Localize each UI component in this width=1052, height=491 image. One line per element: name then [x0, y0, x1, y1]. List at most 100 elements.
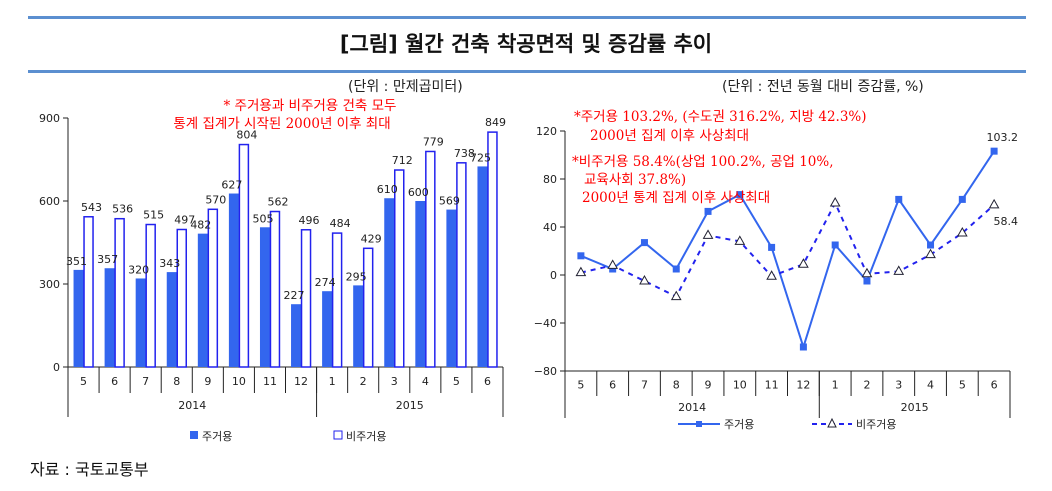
end-label-residential: 103.2	[987, 131, 1019, 144]
bar-residential	[73, 269, 84, 367]
y-tick-label: 600	[39, 195, 60, 208]
bar-residential	[259, 227, 270, 367]
y-tick-label: 0	[53, 361, 60, 374]
x-tick-label: 12	[796, 379, 810, 392]
x-tick-label: 5	[453, 375, 460, 388]
data-label-residential: 482	[190, 219, 211, 232]
data-label-nonresidential: 570	[205, 193, 226, 206]
bar-nonresidential	[145, 223, 156, 368]
data-label-residential: 725	[470, 151, 491, 164]
data-label-nonresidential: 497	[174, 213, 195, 226]
y-tick-label: 0	[550, 269, 557, 282]
y-tick-label: 40	[543, 221, 557, 234]
data-label-nonresidential: 712	[392, 154, 413, 167]
marker-residential	[640, 239, 648, 247]
left-unit-label: (단위 : 만제곱미터)	[348, 79, 463, 95]
marker-residential	[609, 265, 617, 273]
marker-nonresidential	[988, 198, 1000, 209]
data-label-residential: 357	[97, 253, 118, 266]
x-tick-label: 6	[484, 375, 491, 388]
bar-residential	[291, 304, 302, 367]
bar-residential	[384, 198, 395, 367]
bar-residential	[415, 201, 426, 367]
marker-nonresidential	[607, 259, 619, 269]
data-label-nonresidential: 536	[112, 203, 133, 216]
marker-residential	[736, 191, 744, 199]
x-tick-label: 9	[705, 379, 712, 392]
marker-nonresidential	[639, 274, 650, 285]
x-tick-label: 5	[959, 379, 966, 392]
data-label-nonresidential: 849	[485, 116, 506, 129]
x-tick-label: 6	[609, 379, 616, 392]
year-label: 2015	[901, 401, 929, 414]
x-tick-label: 11	[263, 375, 277, 388]
data-label-residential: 343	[159, 257, 180, 270]
bar-nonresidential	[83, 216, 94, 368]
data-label-nonresidential: 543	[81, 201, 102, 214]
marker-nonresidential	[829, 196, 841, 207]
data-label-residential: 274	[315, 276, 336, 289]
bar-nonresidential	[300, 229, 312, 368]
end-label-nonresidential: 58.4	[994, 215, 1019, 228]
marker-nonresidential	[734, 235, 746, 245]
marker-nonresidential	[798, 258, 809, 268]
x-tick-label: 2	[863, 379, 870, 392]
marker-nonresidential	[766, 270, 777, 280]
bar-nonresidential	[176, 228, 187, 368]
bar-residential	[166, 272, 177, 367]
legend-nonresidential-swatch	[333, 430, 343, 440]
x-tick-label: 1	[329, 375, 336, 388]
marker-nonresidential	[956, 226, 968, 237]
annotation: *비주거용 58.4%(상업 100.2%, 공업 10%,	[572, 154, 834, 170]
x-tick-label: 12	[294, 375, 308, 388]
annotation: 통계 집계가 시작된 2000년 이후 최대	[173, 116, 390, 132]
data-label-nonresidential: 496	[299, 214, 320, 227]
marker-residential	[577, 252, 585, 260]
x-tick-label: 7	[641, 379, 648, 392]
legend-residential: 주거용	[724, 418, 754, 431]
line-nonresidential	[580, 200, 995, 298]
marker-nonresidential	[670, 290, 682, 301]
data-label-nonresidential: 779	[423, 135, 444, 148]
top-rule	[28, 16, 1026, 19]
data-label-residential: 351	[66, 255, 87, 268]
x-tick-label: 10	[232, 375, 246, 388]
marker-residential	[768, 243, 776, 251]
data-label-residential: 627	[221, 179, 242, 192]
annotation: *주거용 103.2%, (수도권 316.2%, 지방 42.3%)	[574, 109, 867, 125]
marker-residential	[927, 241, 935, 249]
data-label-nonresidential: 738	[454, 147, 475, 160]
year-label: 2014	[678, 401, 706, 414]
legend-nonresidential-marker	[827, 417, 837, 428]
line-residential	[580, 150, 995, 351]
source-note: 자료 : 국토교통부	[30, 460, 149, 479]
figure-title: [그림] 월간 건축 착공면적 및 증감률 추이	[339, 32, 713, 56]
bar-nonresidential	[487, 131, 498, 368]
marker-nonresidential	[893, 265, 905, 275]
x-tick-label: 4	[422, 375, 429, 388]
marker-residential	[704, 207, 712, 215]
y-tick-label: 300	[39, 278, 60, 291]
annotation: 교육사회 37.8%)	[584, 172, 686, 188]
bar-residential	[197, 233, 208, 367]
annotation: 2000년 통계 집계 이후 사상최대	[582, 190, 770, 206]
marker-residential	[831, 241, 839, 249]
marker-residential	[863, 277, 871, 285]
marker-residential	[799, 343, 807, 351]
x-tick-label: 1	[832, 379, 839, 392]
data-label-residential: 600	[408, 186, 429, 199]
x-tick-label: 5	[80, 375, 87, 388]
x-tick-label: 10	[733, 379, 747, 392]
x-tick-label: 3	[895, 379, 902, 392]
bar-nonresidential	[207, 208, 219, 368]
marker-residential	[672, 265, 680, 273]
data-label-nonresidential: 804	[236, 129, 257, 142]
x-tick-label: 2	[360, 375, 367, 388]
data-label-residential: 227	[284, 289, 305, 302]
marker-nonresidential	[861, 267, 873, 278]
year-label: 2014	[178, 399, 206, 412]
x-tick-label: 8	[673, 379, 680, 392]
bar-residential	[353, 285, 364, 367]
data-label-residential: 610	[377, 183, 398, 196]
